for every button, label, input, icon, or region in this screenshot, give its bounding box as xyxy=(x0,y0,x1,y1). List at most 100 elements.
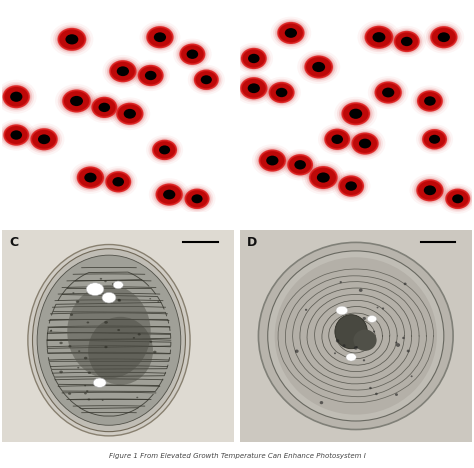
Ellipse shape xyxy=(1,123,31,147)
Ellipse shape xyxy=(104,346,108,348)
Ellipse shape xyxy=(31,129,57,149)
Ellipse shape xyxy=(107,58,139,84)
Ellipse shape xyxy=(374,81,402,104)
Ellipse shape xyxy=(417,180,443,200)
Ellipse shape xyxy=(300,52,337,82)
Ellipse shape xyxy=(304,163,342,192)
Ellipse shape xyxy=(59,371,63,373)
Ellipse shape xyxy=(112,177,124,186)
Ellipse shape xyxy=(105,171,132,193)
Ellipse shape xyxy=(112,283,115,285)
Ellipse shape xyxy=(277,22,305,44)
Ellipse shape xyxy=(73,292,74,293)
Text: C: C xyxy=(9,236,18,249)
Ellipse shape xyxy=(287,154,314,176)
Ellipse shape xyxy=(336,174,366,198)
Ellipse shape xyxy=(84,385,86,386)
Ellipse shape xyxy=(242,49,266,68)
Ellipse shape xyxy=(237,45,271,72)
Ellipse shape xyxy=(137,65,164,87)
Ellipse shape xyxy=(53,24,91,54)
Ellipse shape xyxy=(295,350,299,353)
Ellipse shape xyxy=(84,357,87,359)
Ellipse shape xyxy=(424,96,436,106)
Ellipse shape xyxy=(195,70,218,89)
Ellipse shape xyxy=(106,172,130,191)
Ellipse shape xyxy=(446,190,469,208)
Ellipse shape xyxy=(239,77,268,100)
Ellipse shape xyxy=(256,148,288,173)
Ellipse shape xyxy=(159,146,170,154)
Ellipse shape xyxy=(59,342,63,344)
Ellipse shape xyxy=(382,88,394,97)
Ellipse shape xyxy=(320,125,354,153)
Ellipse shape xyxy=(118,299,120,301)
Ellipse shape xyxy=(151,180,187,209)
Ellipse shape xyxy=(187,50,198,59)
Ellipse shape xyxy=(57,28,87,51)
Ellipse shape xyxy=(274,257,437,415)
Ellipse shape xyxy=(146,26,174,49)
Ellipse shape xyxy=(153,140,176,159)
Ellipse shape xyxy=(324,128,351,150)
Ellipse shape xyxy=(382,307,384,309)
Ellipse shape xyxy=(319,401,323,404)
Text: A: A xyxy=(9,18,19,31)
Ellipse shape xyxy=(283,151,317,178)
Ellipse shape xyxy=(99,102,110,112)
Ellipse shape xyxy=(67,285,151,379)
Ellipse shape xyxy=(0,82,34,112)
Text: Figure 1 From Elevated Growth Temperature Can Enhance Photosystem I: Figure 1 From Elevated Growth Temperatur… xyxy=(109,453,365,460)
Ellipse shape xyxy=(88,372,91,374)
Ellipse shape xyxy=(273,19,309,47)
Ellipse shape xyxy=(395,342,397,344)
Ellipse shape xyxy=(0,83,32,110)
Ellipse shape xyxy=(360,22,398,52)
Ellipse shape xyxy=(418,91,442,111)
Ellipse shape xyxy=(288,155,312,175)
Ellipse shape xyxy=(70,314,73,316)
Ellipse shape xyxy=(190,66,222,93)
Ellipse shape xyxy=(68,393,71,395)
Ellipse shape xyxy=(429,135,440,144)
Ellipse shape xyxy=(116,102,144,125)
Ellipse shape xyxy=(138,66,163,85)
Ellipse shape xyxy=(260,150,285,171)
Ellipse shape xyxy=(86,283,104,296)
Ellipse shape xyxy=(294,160,306,169)
Ellipse shape xyxy=(414,177,446,203)
Ellipse shape xyxy=(73,163,108,192)
Ellipse shape xyxy=(150,138,179,161)
Ellipse shape xyxy=(367,315,377,322)
Ellipse shape xyxy=(248,83,260,93)
Ellipse shape xyxy=(112,100,148,128)
Ellipse shape xyxy=(395,32,419,51)
Ellipse shape xyxy=(341,102,371,126)
Ellipse shape xyxy=(443,187,472,211)
Ellipse shape xyxy=(117,329,120,331)
Ellipse shape xyxy=(426,23,462,51)
Ellipse shape xyxy=(304,55,334,79)
Ellipse shape xyxy=(372,80,404,105)
Ellipse shape xyxy=(452,194,463,203)
Ellipse shape xyxy=(351,132,379,155)
Ellipse shape xyxy=(4,125,28,145)
Ellipse shape xyxy=(149,298,151,300)
Ellipse shape xyxy=(401,37,412,46)
Ellipse shape xyxy=(270,83,294,102)
Ellipse shape xyxy=(163,190,175,199)
Ellipse shape xyxy=(144,24,176,50)
Ellipse shape xyxy=(92,98,117,117)
Ellipse shape xyxy=(70,96,83,106)
Ellipse shape xyxy=(445,188,471,209)
Ellipse shape xyxy=(413,88,447,115)
Ellipse shape xyxy=(201,75,212,84)
Ellipse shape xyxy=(114,101,146,126)
Ellipse shape xyxy=(117,103,143,124)
Ellipse shape xyxy=(28,244,190,436)
Text: 5μm: 5μm xyxy=(405,212,427,222)
Ellipse shape xyxy=(239,46,269,71)
Ellipse shape xyxy=(87,322,89,323)
Ellipse shape xyxy=(305,309,307,311)
Ellipse shape xyxy=(396,343,400,347)
